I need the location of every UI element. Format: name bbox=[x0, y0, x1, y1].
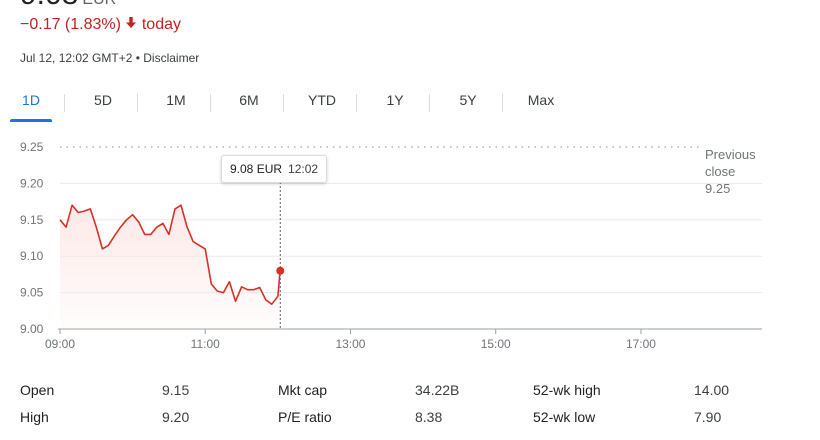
previous-close-text: Previous bbox=[705, 147, 756, 162]
stat-open-value: 9.15 bbox=[162, 382, 190, 398]
tab-ytd[interactable]: YTD bbox=[308, 92, 336, 108]
series-line bbox=[59, 204, 282, 305]
previous-close-text-2: close bbox=[705, 164, 736, 179]
price-tooltip: 9.08 EUR 12:02 bbox=[221, 155, 328, 183]
stat-52wk-high-label: 52-wk high bbox=[533, 382, 601, 398]
tab-5y[interactable]: 5Y bbox=[459, 92, 477, 108]
price-header: 9.08 EUR bbox=[20, 0, 116, 8]
y-tick-label: 9.20 bbox=[20, 176, 44, 190]
arrow-down-icon bbox=[125, 16, 137, 34]
y-tick-label: 9.25 bbox=[20, 140, 44, 154]
x-tick-label: 15:00 bbox=[481, 337, 511, 351]
tab-divider bbox=[283, 94, 284, 112]
stat-high-value: 9.20 bbox=[162, 409, 190, 425]
stat-high-label: High bbox=[20, 409, 49, 425]
quote-timestamp[interactable]: Jul 12, 12:02 GMT+2 • Disclaimer bbox=[20, 51, 200, 65]
tab-divider bbox=[429, 94, 430, 112]
tab-divider bbox=[137, 94, 138, 112]
y-tick-label: 9.15 bbox=[20, 213, 44, 227]
stat-52wk-low-value: 7.90 bbox=[694, 409, 722, 425]
tab-divider bbox=[502, 94, 503, 112]
tab-1m[interactable]: 1M bbox=[166, 92, 186, 108]
tab-divider bbox=[210, 94, 211, 112]
tab-max[interactable]: Max bbox=[527, 92, 555, 108]
tab-1d[interactable]: 1D bbox=[10, 88, 52, 122]
price-change: −0.17 (1.83%) today bbox=[20, 16, 181, 34]
tab-divider bbox=[64, 94, 65, 112]
tooltip-time: 12:02 bbox=[288, 162, 319, 176]
stat-pe-label: P/E ratio bbox=[278, 409, 332, 425]
tab-divider bbox=[356, 94, 357, 112]
stats-row: Open 9.15 Mkt cap 34.22B 52-wk high 14.0… bbox=[0, 382, 820, 404]
y-tick-label: 9.10 bbox=[20, 249, 44, 263]
stats-row: High 9.20 P/E ratio 8.38 52-wk low 7.90 bbox=[0, 409, 820, 431]
change-period: today bbox=[141, 16, 181, 33]
stat-mktcap-value: 34.22B bbox=[415, 382, 460, 398]
price-currency: EUR bbox=[82, 0, 116, 8]
tooltip-value: 9.08 EUR bbox=[230, 162, 283, 176]
tab-6m[interactable]: 6M bbox=[239, 92, 259, 108]
x-tick-label: 11:00 bbox=[191, 337, 220, 351]
previous-close-value: 9.25 bbox=[705, 181, 731, 196]
change-amount: −0.17 (1.83%) bbox=[20, 16, 121, 33]
x-tick-label: 17:00 bbox=[626, 337, 656, 351]
stat-52wk-high-value: 14.00 bbox=[694, 382, 730, 398]
stat-mktcap-label: Mkt cap bbox=[278, 382, 328, 398]
stat-open-label: Open bbox=[20, 382, 55, 398]
range-tabs: 1D 5D 1M 6M YTD 1Y 5Y Max bbox=[10, 88, 561, 122]
price-chart[interactable]: 9.00 9.05 9.10 9.15 9.20 9.25 09:00 11:00 13:00 1… bbox=[0, 132, 820, 360]
x-tick-label: 13:00 bbox=[335, 337, 365, 351]
tab-1y[interactable]: 1Y bbox=[386, 92, 404, 108]
stat-52wk-low-label: 52-wk low bbox=[533, 409, 596, 425]
cursor-point bbox=[276, 266, 285, 275]
series-area bbox=[60, 205, 281, 329]
x-tick-label: 09:00 bbox=[45, 337, 75, 351]
tab-5d[interactable]: 5D bbox=[94, 92, 112, 108]
current-price: 9.08 bbox=[20, 0, 78, 8]
y-tick-label: 9.00 bbox=[20, 322, 44, 336]
y-tick-label: 9.05 bbox=[20, 286, 44, 300]
stat-pe-value: 8.38 bbox=[415, 409, 443, 425]
previous-close-label: Previous close 9.25 bbox=[705, 146, 775, 197]
